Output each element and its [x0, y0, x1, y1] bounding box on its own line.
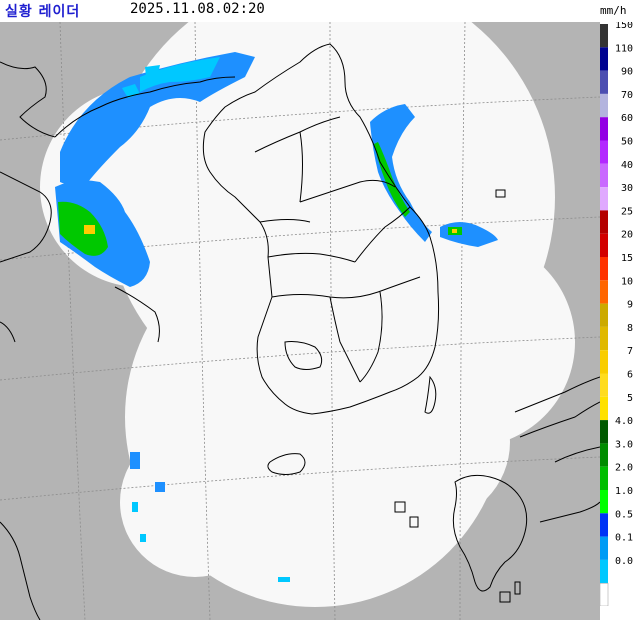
- legend-swatch: [600, 47, 608, 71]
- legend-label: 30: [621, 183, 633, 194]
- legend-label: 15: [621, 253, 633, 264]
- legend-label: 20: [621, 230, 633, 241]
- legend-swatch: [600, 257, 608, 281]
- legend-swatch: [600, 490, 608, 514]
- legend-label: 60: [621, 113, 633, 124]
- legend-swatch: [600, 93, 608, 118]
- legend-swatch: [600, 210, 608, 234]
- legend-label: 1.0: [615, 486, 633, 497]
- legend-label: 150: [615, 22, 633, 31]
- legend-swatch: [600, 24, 608, 48]
- legend-swatch: [600, 559, 608, 584]
- legend-label: 2.0: [615, 463, 633, 474]
- header-bar: 실황 레이더 2025.11.08.02:20 mm/h: [0, 0, 635, 22]
- legend-swatch: [600, 466, 608, 490]
- legend-label: 9: [627, 300, 633, 311]
- legend-swatch: [600, 443, 608, 467]
- legend-swatch-zero: [600, 582, 609, 606]
- legend-label: 0.1: [615, 533, 633, 544]
- legend-scale: 150 110 90 70 60 50 40 30 25 20 15 10 9 8 7 6 5 4.0 3.0 2.0…: [600, 22, 633, 606]
- legend-label: 6: [627, 370, 633, 381]
- legend-label: 50: [621, 137, 633, 148]
- legend-swatch: [600, 326, 608, 351]
- legend-label: 3.0: [615, 439, 633, 450]
- legend-swatch: [600, 163, 608, 188]
- coastline-boundaries: [0, 43, 601, 621]
- legend-label: 0.0: [615, 556, 633, 567]
- legend-swatch: [600, 187, 608, 211]
- legend-swatch: [600, 536, 608, 560]
- legend-label: 10: [621, 276, 633, 287]
- precipitation-legend: 150 110 90 70 60 50 40 30 25 20 15 10 9 8 7 6 5 4.0 3.0 2.0…: [600, 22, 635, 606]
- legend-swatch: [600, 280, 608, 304]
- legend-label: 90: [621, 67, 633, 78]
- legend-label: 0.5: [615, 509, 633, 520]
- legend-label: 5: [627, 393, 633, 404]
- legend-label: 7: [627, 346, 633, 357]
- radar-map[interactable]: [0, 0, 601, 621]
- legend-label: 40: [621, 160, 633, 171]
- legend-swatch: [600, 373, 608, 397]
- legend-swatch: [600, 117, 608, 141]
- legend-label: 25: [621, 206, 633, 217]
- legend-label: 4.0: [615, 416, 633, 427]
- legend-swatch: [600, 70, 608, 94]
- legend-swatch: [600, 303, 608, 327]
- radar-map-canvas: [0, 0, 601, 621]
- legend-label: 70: [621, 90, 633, 101]
- page-title: 실황 레이더: [5, 4, 81, 20]
- observation-timestamp: 2025.11.08.02:20: [130, 1, 265, 17]
- legend-swatch: [600, 396, 608, 421]
- legend-swatch: [600, 140, 608, 164]
- legend-label: 8: [627, 323, 633, 334]
- legend-label: 110: [615, 43, 633, 54]
- legend-swatch: [600, 513, 608, 537]
- precipitation-echoes: [55, 52, 498, 582]
- legend-swatch: [600, 233, 608, 257]
- radar-coverage-area: [40, 0, 575, 607]
- legend-unit: mm/h: [600, 4, 627, 17]
- legend-swatch: [600, 420, 608, 444]
- legend-swatch: [600, 350, 608, 374]
